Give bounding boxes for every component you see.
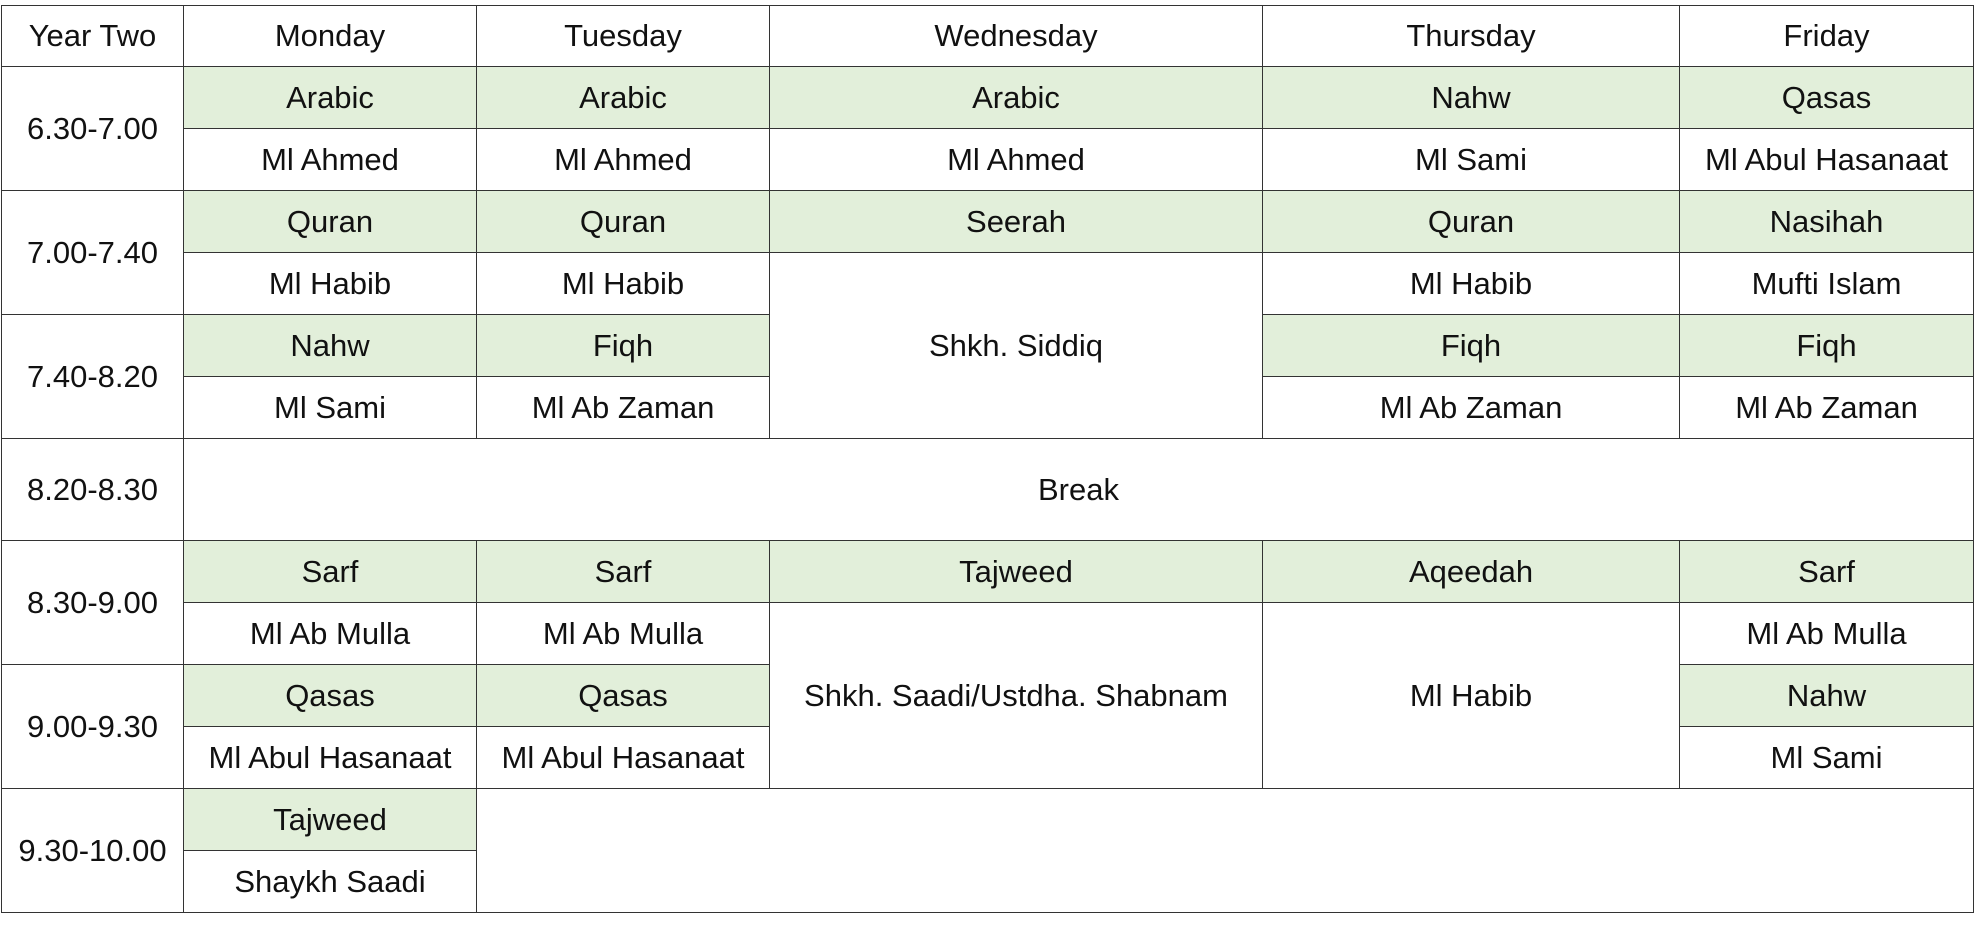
table-row: 9.00-9.30 Qasas Qasas Nahw bbox=[1, 664, 1974, 789]
teacher-cell: Ml Habib bbox=[1262, 602, 1680, 789]
teacher-cell: Ml Ahmed bbox=[183, 128, 477, 191]
subject-cell: Quran bbox=[1262, 190, 1680, 253]
teacher-cell: Ml Ab Zaman bbox=[476, 376, 770, 439]
subject-cell: Arabic bbox=[183, 66, 477, 129]
day-friday: Friday bbox=[1679, 5, 1974, 67]
header-row: Year Two Monday Tuesday Wednesday Thursd… bbox=[1, 5, 1974, 67]
table-row: 7.00-7.40 Quran Quran Seerah Quran Nasih… bbox=[1, 190, 1974, 315]
day-wednesday: Wednesday bbox=[769, 5, 1263, 67]
teacher-cell: Ml Sami bbox=[183, 376, 477, 439]
teacher-cell: Shkh. Siddiq bbox=[769, 252, 1263, 439]
table-row: 8.30-9.00 Sarf Sarf Tajweed Aqeedah Sarf bbox=[1, 540, 1974, 665]
teacher-cell: Mufti Islam bbox=[1679, 252, 1974, 315]
table-row: Ml Ab Mulla Ml Ab Mulla Shkh. Saadi/Ustd… bbox=[2, 602, 1974, 789]
teacher-cell: Ml Abul Hasanaat bbox=[1679, 128, 1974, 191]
subject-cell: Fiqh bbox=[476, 314, 770, 377]
table-row: 8.20-8.30 Break bbox=[1, 438, 1974, 541]
teacher-cell: Ml Ab Mulla bbox=[1679, 602, 1974, 665]
subject-cell: Sarf bbox=[476, 540, 770, 603]
class-label: Year Two bbox=[1, 5, 184, 67]
time-slot: 7.00-7.40 bbox=[1, 190, 184, 315]
table-row: Shaykh Saadi bbox=[2, 850, 1974, 913]
time-slot: 6.30-7.00 bbox=[1, 66, 184, 191]
table-row: Ml Abul Hasanaat Ml Abul Hasanaat Ml Sam… bbox=[2, 726, 1974, 789]
subject-cell: Fiqh bbox=[1679, 314, 1974, 377]
subject-cell: Nahw bbox=[1679, 664, 1974, 727]
timetable: Year Two Monday Tuesday Wednesday Thursd… bbox=[1, 5, 1974, 913]
subject-cell: Quran bbox=[183, 190, 477, 253]
table-row: 7.40-8.20 Nahw Fiqh Fiqh Fiqh bbox=[1, 314, 1974, 439]
subject-cell: Qasas bbox=[476, 664, 770, 727]
table-row: 9.30-10.00 Tajweed bbox=[1, 788, 1974, 913]
teacher-cell: Ml Habib bbox=[1262, 252, 1680, 315]
time-slot: 8.30-9.00 bbox=[1, 540, 184, 665]
subject-cell: Qasas bbox=[1679, 66, 1974, 129]
teacher-cell: Ml Ab Mulla bbox=[476, 602, 770, 665]
time-slot: 9.00-9.30 bbox=[1, 664, 184, 789]
teacher-cell: Ml Abul Hasanaat bbox=[183, 726, 477, 789]
subject-cell: Nasihah bbox=[1679, 190, 1974, 253]
day-thursday: Thursday bbox=[1262, 5, 1680, 67]
subject-cell: Nahw bbox=[183, 314, 477, 377]
time-slot: 8.20-8.30 bbox=[1, 438, 184, 541]
subject-cell: Tajweed bbox=[769, 540, 1263, 603]
subject-cell: Fiqh bbox=[1262, 314, 1680, 377]
subject-cell: Tajweed bbox=[183, 788, 477, 851]
subject-cell: Qasas bbox=[183, 664, 477, 727]
teacher-cell: Ml Abul Hasanaat bbox=[476, 726, 770, 789]
teacher-cell: Shkh. Saadi/Ustdha. Shabnam bbox=[769, 602, 1263, 789]
day-monday: Monday bbox=[183, 5, 477, 67]
teacher-cell: Ml Ab Mulla bbox=[183, 602, 477, 665]
subject-cell: Sarf bbox=[183, 540, 477, 603]
subject-cell: Seerah bbox=[769, 190, 1263, 253]
time-slot: 7.40-8.20 bbox=[1, 314, 184, 439]
time-slot: 9.30-10.00 bbox=[1, 788, 184, 913]
subject-cell: Sarf bbox=[1679, 540, 1974, 603]
teacher-cell: Ml Habib bbox=[183, 252, 477, 315]
table-row: Ml Sami Ml Ab Zaman Ml Ab Zaman Ml Ab Za… bbox=[2, 376, 1974, 439]
table-row: Ml Ahmed Ml Ahmed Ml Ahmed Ml Sami Ml Ab… bbox=[2, 128, 1974, 191]
table-row: Ml Habib Ml Habib Shkh. Siddiq Ml Habib … bbox=[2, 252, 1974, 439]
teacher-cell: Ml Ahmed bbox=[476, 128, 770, 191]
subject-cell: Quran bbox=[476, 190, 770, 253]
teacher-cell: Ml Ab Zaman bbox=[1679, 376, 1974, 439]
teacher-cell: Ml Sami bbox=[1679, 726, 1974, 789]
teacher-cell: Ml Ahmed bbox=[769, 128, 1263, 191]
table-row: 6.30-7.00 Arabic Arabic Arabic Nahw Qasa… bbox=[1, 66, 1974, 191]
teacher-cell: Shaykh Saadi bbox=[183, 850, 477, 913]
empty-cell bbox=[476, 788, 1974, 913]
subject-cell: Arabic bbox=[476, 66, 770, 129]
teacher-cell: Ml Ab Zaman bbox=[1262, 376, 1680, 439]
subject-cell: Arabic bbox=[769, 66, 1263, 129]
teacher-cell: Ml Sami bbox=[1262, 128, 1680, 191]
subject-cell: Aqeedah bbox=[1262, 540, 1680, 603]
subject-cell: Nahw bbox=[1262, 66, 1680, 129]
day-tuesday: Tuesday bbox=[476, 5, 770, 67]
teacher-cell: Ml Habib bbox=[476, 252, 770, 315]
break-cell: Break bbox=[183, 438, 1974, 541]
